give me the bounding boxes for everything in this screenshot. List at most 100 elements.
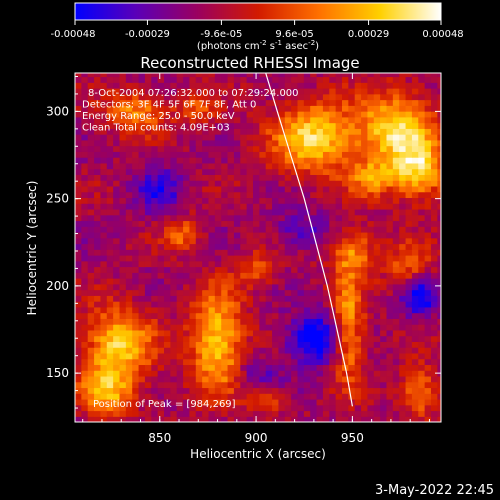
heatmap-cell [411, 335, 419, 342]
heatmap-cell [75, 128, 82, 135]
heatmap-cell [132, 73, 140, 78]
heatmap-cell [252, 381, 260, 389]
heatmap-cell [303, 266, 311, 273]
heatmap-cell [297, 255, 305, 262]
heatmap-cell [361, 324, 369, 331]
heatmap-cell [202, 352, 210, 360]
heatmap-cell [265, 381, 273, 389]
heatmap-cell [170, 220, 178, 227]
heatmap-cell [405, 272, 413, 279]
heatmap-cell [354, 122, 362, 129]
heatmap-cell [329, 370, 337, 377]
heatmap-cell [164, 255, 171, 262]
heatmap-cell [418, 329, 426, 337]
heatmap-cell [170, 191, 178, 199]
heatmap-cell [106, 76, 114, 83]
heatmap-cell [367, 324, 375, 331]
heatmap-cell [75, 174, 82, 181]
heatmap-cell [380, 370, 388, 377]
heatmap-cell [278, 347, 286, 354]
heatmap-cell [183, 416, 191, 422]
heatmap-cell [265, 410, 273, 417]
heatmap-cell [405, 278, 413, 285]
heatmap-cell [125, 329, 133, 337]
heatmap-cell [348, 105, 356, 112]
heatmap-cell [214, 260, 222, 268]
heatmap-cell [329, 318, 337, 325]
heatmap-cell [87, 266, 95, 273]
heatmap-cell [87, 197, 95, 204]
heatmap-cell [430, 88, 438, 95]
heatmap-cell [418, 203, 426, 210]
heatmap-cell [81, 116, 89, 124]
heatmap-cell [329, 249, 337, 256]
heatmap-cell [233, 358, 241, 366]
heatmap-cell [208, 249, 216, 256]
heatmap-cell [233, 174, 241, 181]
heatmap-cell [386, 347, 394, 354]
heatmap-cell [246, 318, 254, 325]
heatmap-cell [252, 111, 260, 118]
heatmap-cell [310, 329, 318, 337]
heatmap-cell [284, 99, 292, 106]
heatmap-cell [272, 116, 280, 124]
heatmap-cell [246, 116, 254, 124]
heatmap-cell [151, 289, 159, 296]
heatmap-cell [354, 306, 362, 314]
heatmap-cell [208, 82, 216, 89]
heatmap-cell [246, 255, 254, 262]
heatmap-cell [170, 185, 178, 193]
heatmap-cell [189, 145, 197, 152]
heatmap-cell [367, 347, 375, 354]
heatmap-cell [329, 387, 337, 394]
heatmap-cell [195, 128, 203, 135]
heatmap-cell [87, 151, 95, 158]
heatmap-cell [380, 358, 388, 366]
heatmap-cell [164, 329, 171, 337]
heatmap-cell [316, 410, 324, 417]
heatmap-cell [259, 364, 267, 371]
heatmap-cell [386, 387, 394, 394]
heatmap-cell [151, 404, 159, 412]
heatmap-cell [75, 145, 82, 152]
heatmap-cell [240, 364, 248, 371]
heatmap-cell [392, 220, 400, 227]
heatmap-cell [170, 289, 178, 296]
heatmap-cell [221, 237, 229, 245]
heatmap-cell [176, 370, 184, 377]
heatmap-cell [164, 318, 171, 325]
heatmap-cell [208, 139, 216, 147]
heatmap-cell [430, 329, 438, 337]
heatmap-cell [405, 260, 413, 268]
heatmap-cell [252, 278, 260, 285]
heatmap-cell [291, 88, 299, 95]
heatmap-cell [265, 324, 273, 331]
heatmap-cell [361, 174, 369, 181]
heatmap-cell [252, 76, 260, 83]
heatmap-cell [303, 157, 311, 164]
heatmap-cell [100, 157, 108, 164]
heatmap-cell [361, 352, 369, 360]
heatmap-cell [164, 260, 171, 268]
heatmap-cell [373, 99, 381, 106]
heatmap-cell [437, 364, 441, 371]
heatmap-cell [329, 157, 337, 164]
heatmap-cell [81, 88, 89, 95]
heatmap-cell [113, 312, 121, 319]
heatmap-cell [100, 312, 108, 319]
heatmap-cell [94, 76, 102, 83]
heatmap-cell [348, 364, 356, 371]
heatmap-cell [75, 278, 82, 285]
heatmap-cell [335, 157, 343, 164]
heatmap-cell [386, 174, 394, 181]
heatmap-cell [386, 324, 394, 331]
heatmap-cell [278, 116, 286, 124]
heatmap-cell [94, 306, 102, 314]
heatmap-cell [189, 318, 197, 325]
heatmap-cell [214, 335, 222, 342]
heatmap-cell [411, 151, 419, 158]
heatmap-cell [189, 243, 197, 250]
heatmap-cell [367, 237, 375, 245]
heatmap-cell [424, 306, 432, 314]
heatmap-cell [361, 387, 369, 394]
